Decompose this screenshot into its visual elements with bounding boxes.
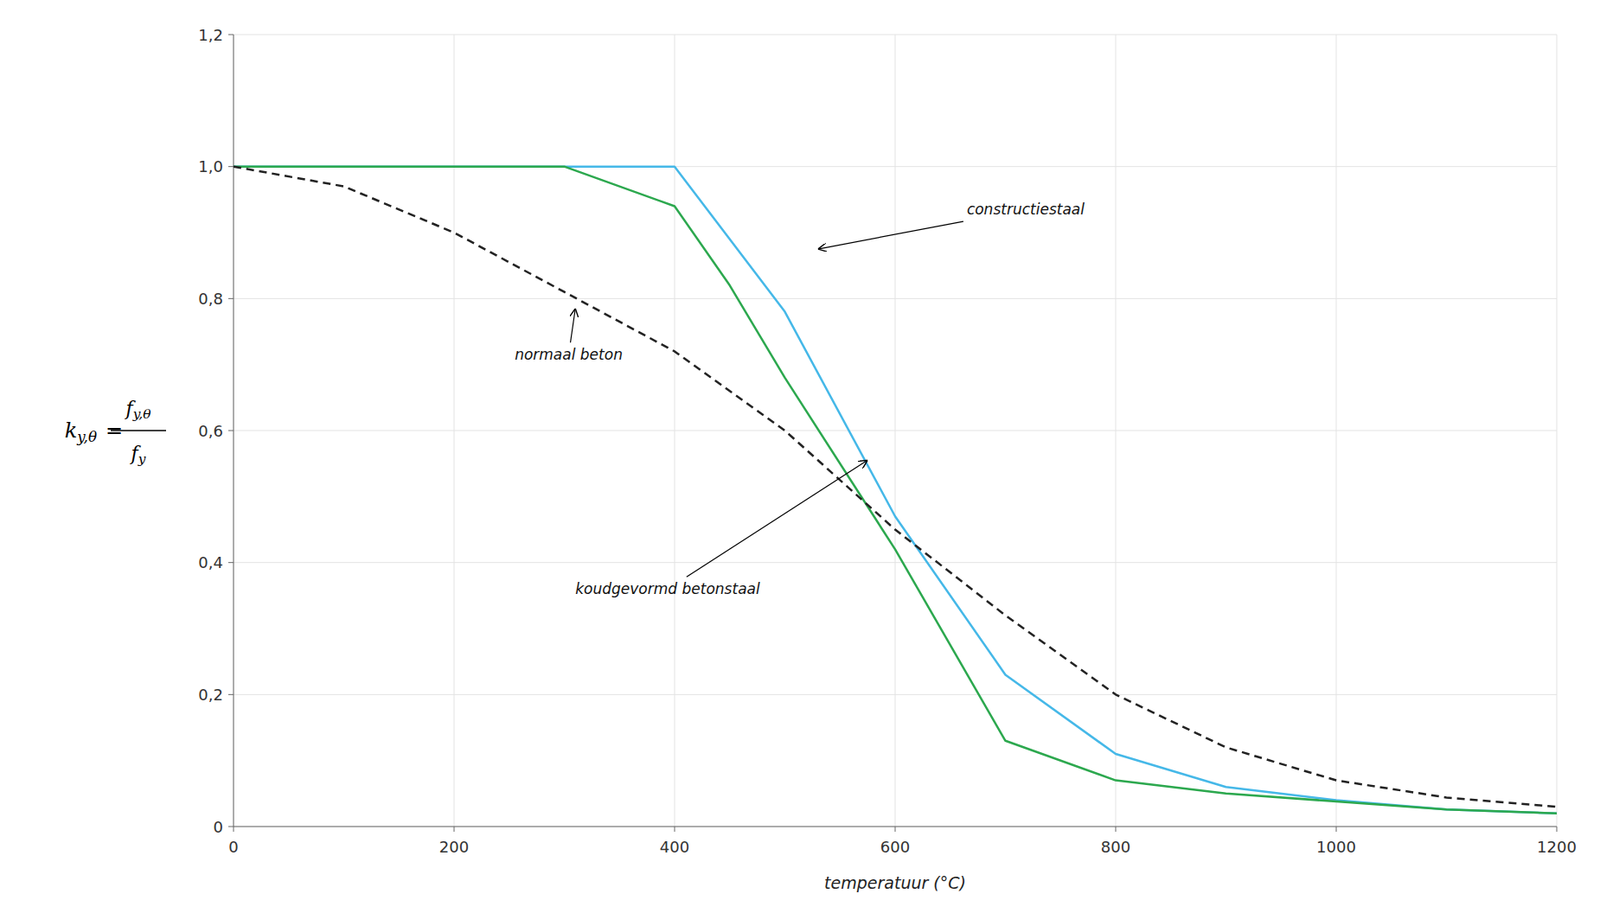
tick-label: 0,4 [198,553,224,572]
grid-line [233,430,1557,432]
tick-label: 0,8 [198,289,224,308]
tick-label: 400 [659,838,690,857]
grid-line [233,562,1557,564]
tick-label: 200 [439,838,469,857]
y-label-left-main: k [64,418,78,443]
annotations: constructiestaal normaal beton koudgevormd… [514,200,1085,598]
y-label-fraction-bar [110,429,167,432]
tick [895,826,896,832]
tick [1556,826,1558,832]
annotation-arrow [818,221,964,250]
chart: 0 200 400 600 800 1000 1200 0 0,2 0,4 0,6 0,8 1,0 1,2… [0,0,1600,913]
grid-line [233,34,1557,36]
tick [1336,826,1338,832]
y-axis-label: ky,θ=fy,θfy [64,397,167,468]
series-line [233,166,1557,814]
tick-label: 1,0 [198,157,224,176]
x-axis-line [233,826,1557,828]
tick [228,34,234,36]
x-axis-label: temperatuur (°C) [824,873,967,893]
grid-line [233,826,1557,828]
annotation-arrow [686,460,868,577]
series-group [233,166,1557,814]
y-label-denominator: fy [129,442,147,468]
y-axis-line [233,34,235,827]
y-label-denominator-subscript: y [137,451,147,468]
tick [228,562,234,564]
grid-line [233,694,1557,696]
plot-area [233,34,1557,827]
tick-label: 0 [228,838,238,857]
tick-label: 1200 [1536,838,1577,857]
series-line [233,166,1557,807]
grid-line [233,298,1557,300]
tick-label: 0 [213,818,224,837]
tick [228,298,234,300]
tick-label: 0,2 [198,685,224,704]
tick [233,826,235,832]
annotation-arrow [570,308,576,343]
tick [228,694,234,696]
tick-label: 800 [1100,838,1131,857]
tick [674,826,676,832]
annotation-text: koudgevormd betonstaal [575,580,761,598]
grid-line [233,34,235,827]
tick-label: 1,2 [198,25,224,45]
axes: 0 200 400 600 800 1000 1200 0 0,2 0,4 0,6 0,8 1,0 1,2 [198,25,1577,858]
tick-label: 0,6 [198,422,224,441]
y-label-left-subscript: y,θ [76,428,97,446]
grid [233,34,1557,827]
annotation-text: constructiestaal [966,200,1085,218]
tick [228,430,234,432]
tick [228,166,234,167]
series-line [233,166,1557,814]
tick-label: 600 [880,838,910,857]
y-label-numerator-subscript: y,θ [132,406,153,423]
y-label-numerator: fy,θ [124,397,153,423]
tick-label: 1000 [1316,838,1357,857]
tick [228,826,234,828]
tick [454,826,455,832]
tick [1115,826,1117,832]
y-label-left: ky,θ [64,418,97,446]
annotation-text: normaal beton [514,345,623,364]
